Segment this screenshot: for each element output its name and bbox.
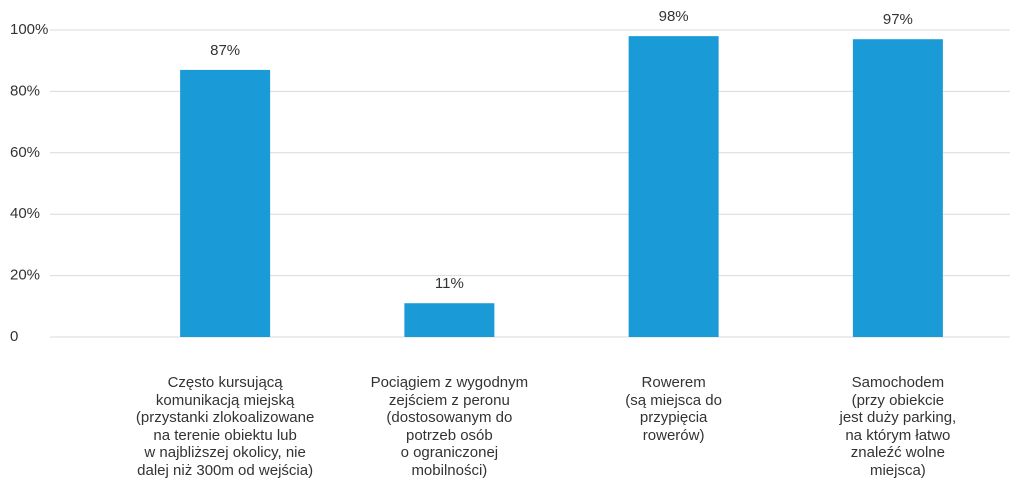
- y-tick-label: 40%: [10, 205, 40, 222]
- data-label: 97%: [883, 11, 913, 28]
- bar: [628, 36, 719, 337]
- y-tick-label: 60%: [10, 144, 40, 161]
- y-tick-label: 0: [10, 328, 18, 345]
- data-label: 87%: [210, 42, 240, 59]
- bar: [180, 69, 271, 337]
- y-tick-label: 100%: [10, 21, 48, 38]
- x-tick-label: Pociągiem z wygodnym zejściem z peronu (…: [370, 374, 529, 479]
- data-label: 98%: [659, 8, 689, 25]
- x-tick-label: Rowerem (są miejsca do przypięcia roweró…: [625, 374, 722, 444]
- bar: [404, 303, 495, 337]
- x-tick-label: Samochodem (przy obiekcie jest duży park…: [839, 374, 957, 479]
- y-tick-label: 20%: [10, 267, 40, 284]
- y-tick-label: 80%: [10, 82, 40, 99]
- bar: [852, 39, 943, 338]
- x-tick-label: Często kursującą komunikacją miejską (pr…: [135, 374, 315, 479]
- data-label: 11%: [435, 275, 464, 292]
